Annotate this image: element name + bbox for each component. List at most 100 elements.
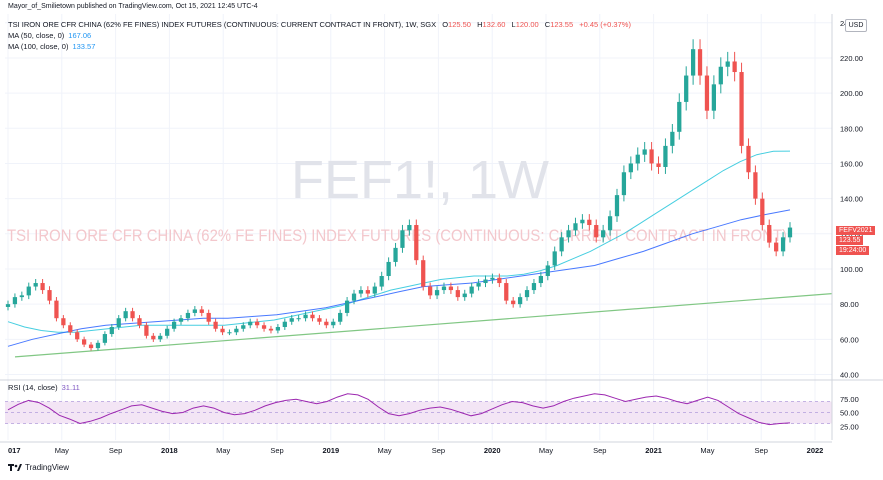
legend-ma100[interactable]: MA (100, close, 0) 133.57 xyxy=(8,42,95,51)
candle-body xyxy=(178,318,184,322)
candle-body xyxy=(372,286,377,294)
candle-body xyxy=(690,49,696,76)
candle-body xyxy=(289,318,294,322)
candle xyxy=(75,329,80,342)
candle xyxy=(54,297,59,322)
change-value: +0.45 (+0.37%) xyxy=(579,20,631,29)
candle-body xyxy=(642,149,647,155)
candle-body xyxy=(566,230,571,238)
x-tick-label: 2019 xyxy=(322,446,339,455)
candle xyxy=(428,282,433,300)
candle-body xyxy=(344,300,350,313)
candle-body xyxy=(573,223,578,231)
candle-body xyxy=(780,237,786,252)
candle xyxy=(130,307,135,322)
publish-info: Mayor_of_Smilietown published on Trading… xyxy=(8,3,258,10)
candle xyxy=(739,62,744,154)
candle-body xyxy=(68,325,73,333)
candle-body xyxy=(81,339,87,345)
candle xyxy=(434,286,440,300)
x-tick-label: Sep xyxy=(593,446,606,455)
candle xyxy=(151,333,156,342)
candle-body xyxy=(338,312,343,322)
x-tick-label: 2022 xyxy=(807,446,824,455)
candle-body xyxy=(227,332,232,334)
candle-body xyxy=(774,242,779,252)
candle xyxy=(614,188,620,222)
close-label: C xyxy=(544,20,551,29)
candle-body xyxy=(407,225,412,231)
candle xyxy=(95,340,101,351)
y-tick-label: 80.00 xyxy=(840,300,859,309)
candle xyxy=(47,286,52,305)
candle xyxy=(268,325,274,334)
candle xyxy=(594,219,599,243)
candle xyxy=(379,271,384,291)
candle xyxy=(68,322,73,336)
candle xyxy=(580,214,585,229)
footer-brand[interactable]: TradingView xyxy=(8,463,69,472)
rsi-line xyxy=(7,393,791,426)
candle-body xyxy=(428,286,433,296)
candle-body xyxy=(109,327,114,335)
ma100-value: 133.57 xyxy=(72,42,96,51)
candle xyxy=(317,315,322,325)
legend-rsi[interactable]: RSI (14, close) 31.11 xyxy=(8,383,80,392)
candle xyxy=(227,329,232,336)
candle xyxy=(255,318,260,329)
candle xyxy=(338,309,343,325)
candle-body xyxy=(552,251,557,266)
candle-body xyxy=(130,311,135,319)
candle-body xyxy=(462,293,467,298)
ma100-label: MA (100, close, 0) xyxy=(8,42,69,51)
candle-body xyxy=(725,61,730,67)
rsi-value: 31.11 xyxy=(61,383,80,392)
candle-body xyxy=(621,172,627,196)
candle-body xyxy=(296,318,301,320)
candle xyxy=(780,232,786,257)
candle xyxy=(524,286,530,301)
currency-button[interactable]: USD xyxy=(845,19,867,32)
legend-ma50[interactable]: MA (50, close, 0) 167.06 xyxy=(8,31,91,40)
candle xyxy=(718,57,723,94)
candlesticks xyxy=(5,39,793,351)
y-tick-label: 140.00 xyxy=(840,195,863,204)
candle xyxy=(88,342,94,351)
open-label: O xyxy=(442,20,449,29)
candle xyxy=(386,257,391,281)
candle-body xyxy=(171,321,177,329)
candle-body xyxy=(490,277,495,280)
candle-body xyxy=(746,145,751,173)
candle xyxy=(483,275,488,288)
candle-body xyxy=(455,290,460,298)
open-value: 125.50 xyxy=(448,20,471,29)
candle-body xyxy=(607,216,613,231)
candle-body xyxy=(732,61,737,73)
candle-body xyxy=(206,312,211,322)
candle xyxy=(241,322,246,332)
candle-body xyxy=(538,276,543,284)
candle xyxy=(635,147,640,171)
high-value: 132.60 xyxy=(482,20,506,29)
candle xyxy=(261,322,267,332)
candle xyxy=(587,214,592,231)
tradingview-logo-icon xyxy=(8,464,22,471)
candle-body xyxy=(614,195,620,217)
candle xyxy=(171,318,177,332)
candle xyxy=(469,282,474,298)
candle-body xyxy=(26,286,31,296)
x-tick-label: 2020 xyxy=(484,446,501,455)
candle xyxy=(711,75,717,120)
candle xyxy=(324,318,329,329)
candle xyxy=(774,237,779,257)
watermark-description: TSI IRON ORE CFR CHINA (62% FE FINES) IN… xyxy=(7,226,787,245)
candle xyxy=(178,315,184,325)
candle xyxy=(441,282,447,294)
x-tick-label: Sep xyxy=(109,446,122,455)
candle xyxy=(344,297,350,317)
y-tick-label: 60.00 xyxy=(840,335,859,344)
candle xyxy=(12,293,18,308)
candle-body xyxy=(649,149,654,164)
candle-body xyxy=(255,321,260,326)
